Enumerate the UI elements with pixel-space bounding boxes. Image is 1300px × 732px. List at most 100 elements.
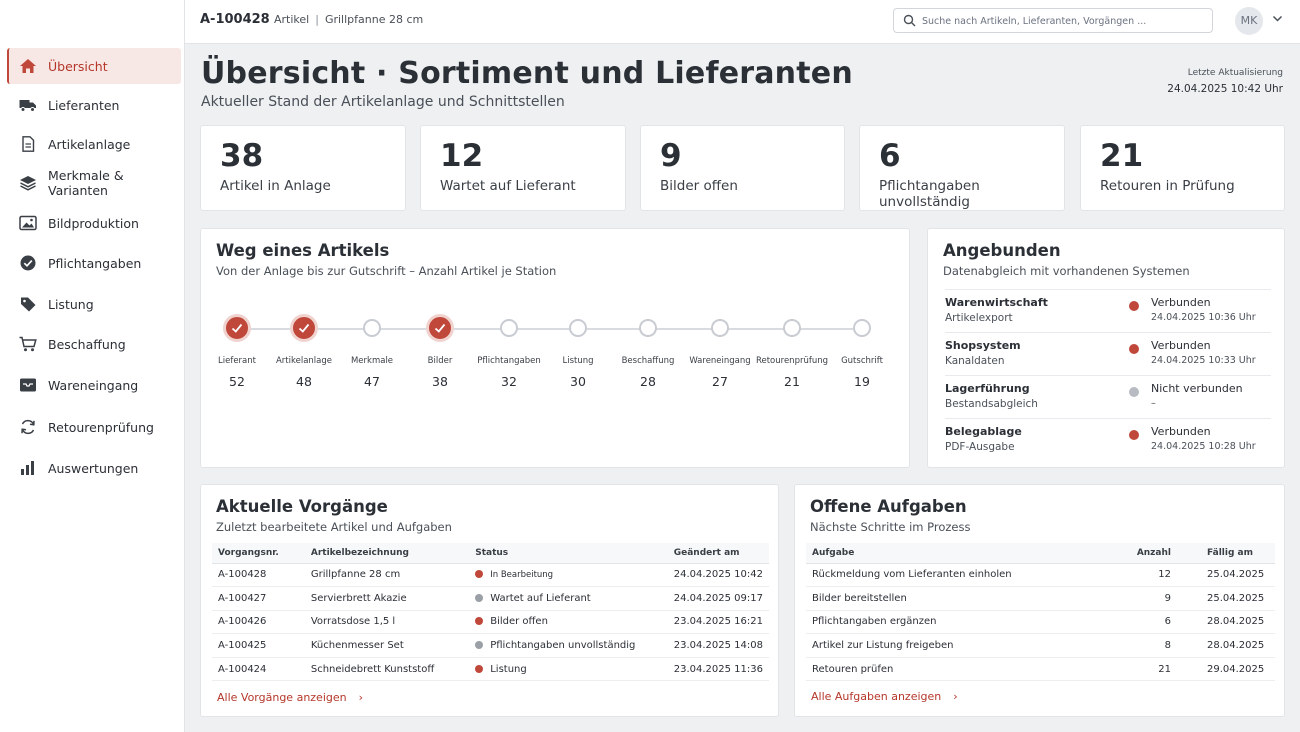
- system-row-warenwirtschaft[interactable]: Warenwirtschaft Artikelexport Verbunden …: [945, 289, 1271, 332]
- flow-step[interactable]: Merkmale 47: [332, 313, 412, 389]
- system-desc: PDF-Ausgabe: [945, 441, 1015, 453]
- flow-step[interactable]: Wareneingang 27: [680, 313, 760, 389]
- sidebar-item-lieferanten[interactable]: Lieferanten: [7, 87, 181, 123]
- task-due: 25.04.2025: [1201, 586, 1275, 611]
- sidebar-item-beschaffung[interactable]: Beschaffung: [7, 326, 181, 362]
- process-id: A-100428: [212, 563, 305, 588]
- sidebar-item-label: Beschaffung: [48, 336, 126, 352]
- kpi-label: Pflichtangaben unvollständig: [879, 178, 980, 210]
- kpi-card-retouren[interactable]: 21 Retouren in Prüfung: [1080, 125, 1285, 211]
- column-header[interactable]: Fällig am: [1201, 543, 1275, 564]
- all-tasks-link[interactable]: Alle Aufgaben anzeigen ›: [811, 690, 958, 703]
- card-subtitle: Zuletzt bearbeitete Artikel und Aufgaben: [216, 520, 452, 534]
- breadcrumb-section[interactable]: Artikel: [274, 13, 310, 26]
- top-bar: A-100428 Artikel | Grillpfanne 28 cm MK: [185, 0, 1300, 44]
- all-processes-link[interactable]: Alle Vorgänge anzeigen ›: [217, 691, 363, 704]
- flow-step[interactable]: Lieferant 52: [197, 313, 277, 389]
- column-header[interactable]: Status: [469, 543, 668, 564]
- search-box[interactable]: [893, 8, 1213, 33]
- table-row[interactable]: Pflichtangaben ergänzen 6 28.04.2025: [806, 610, 1275, 635]
- process-id: A-100426: [212, 610, 305, 635]
- chevron-down-icon[interactable]: [1272, 15, 1283, 23]
- flow-step[interactable]: Pflichtangaben 32: [469, 313, 549, 389]
- sidebar-item-pflichtangaben[interactable]: Pflichtangaben: [7, 245, 181, 281]
- flow-step[interactable]: Beschaffung 28: [608, 313, 688, 389]
- sidebar-item-merkmale[interactable]: Merkmale & Varianten: [7, 165, 181, 201]
- table-row[interactable]: A-100428 Grillpfanne 28 cm In Bearbeitung 2…: [212, 563, 769, 588]
- flow-step[interactable]: Artikelanlage 48: [264, 313, 344, 389]
- column-header[interactable]: Aufgabe: [806, 543, 1096, 564]
- flow-step[interactable]: Bilder 38: [400, 313, 480, 389]
- system-row-shopsystem[interactable]: Shopsystem Kanaldaten Verbunden 24.04.20…: [945, 332, 1271, 375]
- layers-icon: [20, 176, 36, 191]
- table-row[interactable]: A-100427 Servierbrett Akazie Wartet auf Li…: [212, 586, 769, 611]
- kpi-card-bilder-offen[interactable]: 9 Bilder offen: [640, 125, 845, 211]
- avatar[interactable]: MK: [1235, 7, 1263, 35]
- kpi-label: Bilder offen: [660, 178, 738, 194]
- table-row[interactable]: A-100424 Schneidebrett Kunststoff Listung 2…: [212, 657, 769, 682]
- status-dot: [475, 570, 484, 579]
- system-status: Nicht verbunden: [1151, 382, 1243, 395]
- step-name: Retourenprüfung: [755, 356, 829, 366]
- process-status: In Bearbeitung: [469, 563, 668, 588]
- table-row[interactable]: Rückmeldung vom Lieferanten einholen 12 25…: [806, 563, 1275, 588]
- kpi-card-wartet-auf-lieferant[interactable]: 12 Wartet auf Lieferant: [420, 125, 626, 211]
- sidebar-item-uebersicht[interactable]: Übersicht: [7, 48, 181, 84]
- sidebar-item-auswertungen[interactable]: Auswertungen: [7, 450, 181, 486]
- step-count: 48: [296, 374, 312, 389]
- sidebar-item-label: Pflichtangaben: [48, 255, 142, 271]
- search-icon: [903, 14, 916, 27]
- table-row[interactable]: Bilder bereitstellen 9 25.04.2025: [806, 586, 1275, 611]
- step-count: 32: [501, 374, 517, 389]
- table-row[interactable]: A-100426 Vorratsdose 1,5 l Bilder offen 23.…: [212, 610, 769, 635]
- step-count: 30: [570, 374, 586, 389]
- step-count: 19: [854, 374, 870, 389]
- sidebar-item-label: Merkmale & Varianten: [48, 168, 124, 198]
- status-dot: [475, 617, 484, 626]
- flow-step[interactable]: Listung 30: [538, 313, 618, 389]
- status-dot: [475, 664, 484, 673]
- sidebar-item-listung[interactable]: Listung: [7, 286, 181, 322]
- status-label: Bilder offen: [490, 616, 548, 628]
- status-dot: [1129, 301, 1139, 311]
- system-row-lagerfuehrung[interactable]: Lagerführung Bestandsabgleich Nicht verb…: [945, 375, 1271, 418]
- card-title: Aktuelle Vorgänge: [216, 497, 388, 516]
- column-header[interactable]: Vorgangsnr.: [212, 543, 305, 564]
- sidebar-item-bildproduktion[interactable]: Bildproduktion: [7, 205, 181, 241]
- system-row-belegablage[interactable]: Belegablage PDF-Ausgabe Verbunden 24.04.…: [945, 418, 1271, 461]
- sidebar-item-retourenpruefung[interactable]: Retourenprüfung: [7, 409, 181, 445]
- system-status: Verbunden: [1151, 296, 1211, 309]
- flow-step[interactable]: Retourenprüfung 21: [752, 313, 832, 389]
- column-header[interactable]: Anzahl: [1096, 543, 1201, 564]
- column-header[interactable]: Geändert am: [667, 543, 769, 564]
- changed-date: 24.04.2025 10:42: [667, 563, 769, 588]
- kpi-label: Retouren in Prüfung: [1100, 178, 1235, 194]
- search-input[interactable]: [922, 12, 1207, 30]
- kpi-value: 21: [1100, 138, 1144, 174]
- sidebar-item-artikelanlage[interactable]: Artikelanlage: [7, 126, 181, 162]
- step-open-marker: [853, 319, 871, 337]
- kpi-card-pflichtangaben[interactable]: 6 Pflichtangaben unvollständig: [859, 125, 1065, 211]
- step-name: Bilder: [427, 356, 453, 366]
- last-updated-value: 24.04.2025 10:42 Uhr: [1167, 83, 1283, 96]
- sidebar-item-wareneingang[interactable]: Wareneingang: [7, 367, 181, 403]
- table-row[interactable]: A-100425 Küchenmesser Set Pflichtangaben u…: [212, 633, 769, 658]
- system-status: Verbunden: [1151, 339, 1211, 352]
- flow-step[interactable]: Gutschrift 19: [822, 313, 902, 389]
- kpi-value: 38: [220, 138, 264, 174]
- kpi-card-artikel-in-anlage[interactable]: 38 Artikel in Anlage: [200, 125, 406, 211]
- sidebar-item-label: Retourenprüfung: [48, 419, 154, 435]
- home-icon: [20, 59, 36, 73]
- table-row[interactable]: Retouren prüfen 21 29.04.2025: [806, 657, 1275, 682]
- sidebar-item-label: Wareneingang: [48, 377, 139, 393]
- card-subtitle: Datenabgleich mit vorhandenen Systemen: [943, 264, 1190, 278]
- step-name: Artikelanlage: [275, 356, 332, 366]
- tasks-table-body: Rückmeldung vom Lieferanten einholen 12 25…: [806, 563, 1275, 682]
- last-updated: Letzte Aktualisierung 24.04.2025 10:42 U…: [1167, 66, 1283, 99]
- refresh-icon: [21, 419, 35, 435]
- changed-date: 23.04.2025 14:08: [667, 633, 769, 658]
- table-row[interactable]: Artikel zur Listung freigeben 8 28.04.2025: [806, 633, 1275, 658]
- changed-date: 23.04.2025 16:21: [667, 610, 769, 635]
- column-header[interactable]: Artikelbezeichnung: [304, 543, 470, 564]
- task-name: Retouren prüfen: [806, 657, 1096, 682]
